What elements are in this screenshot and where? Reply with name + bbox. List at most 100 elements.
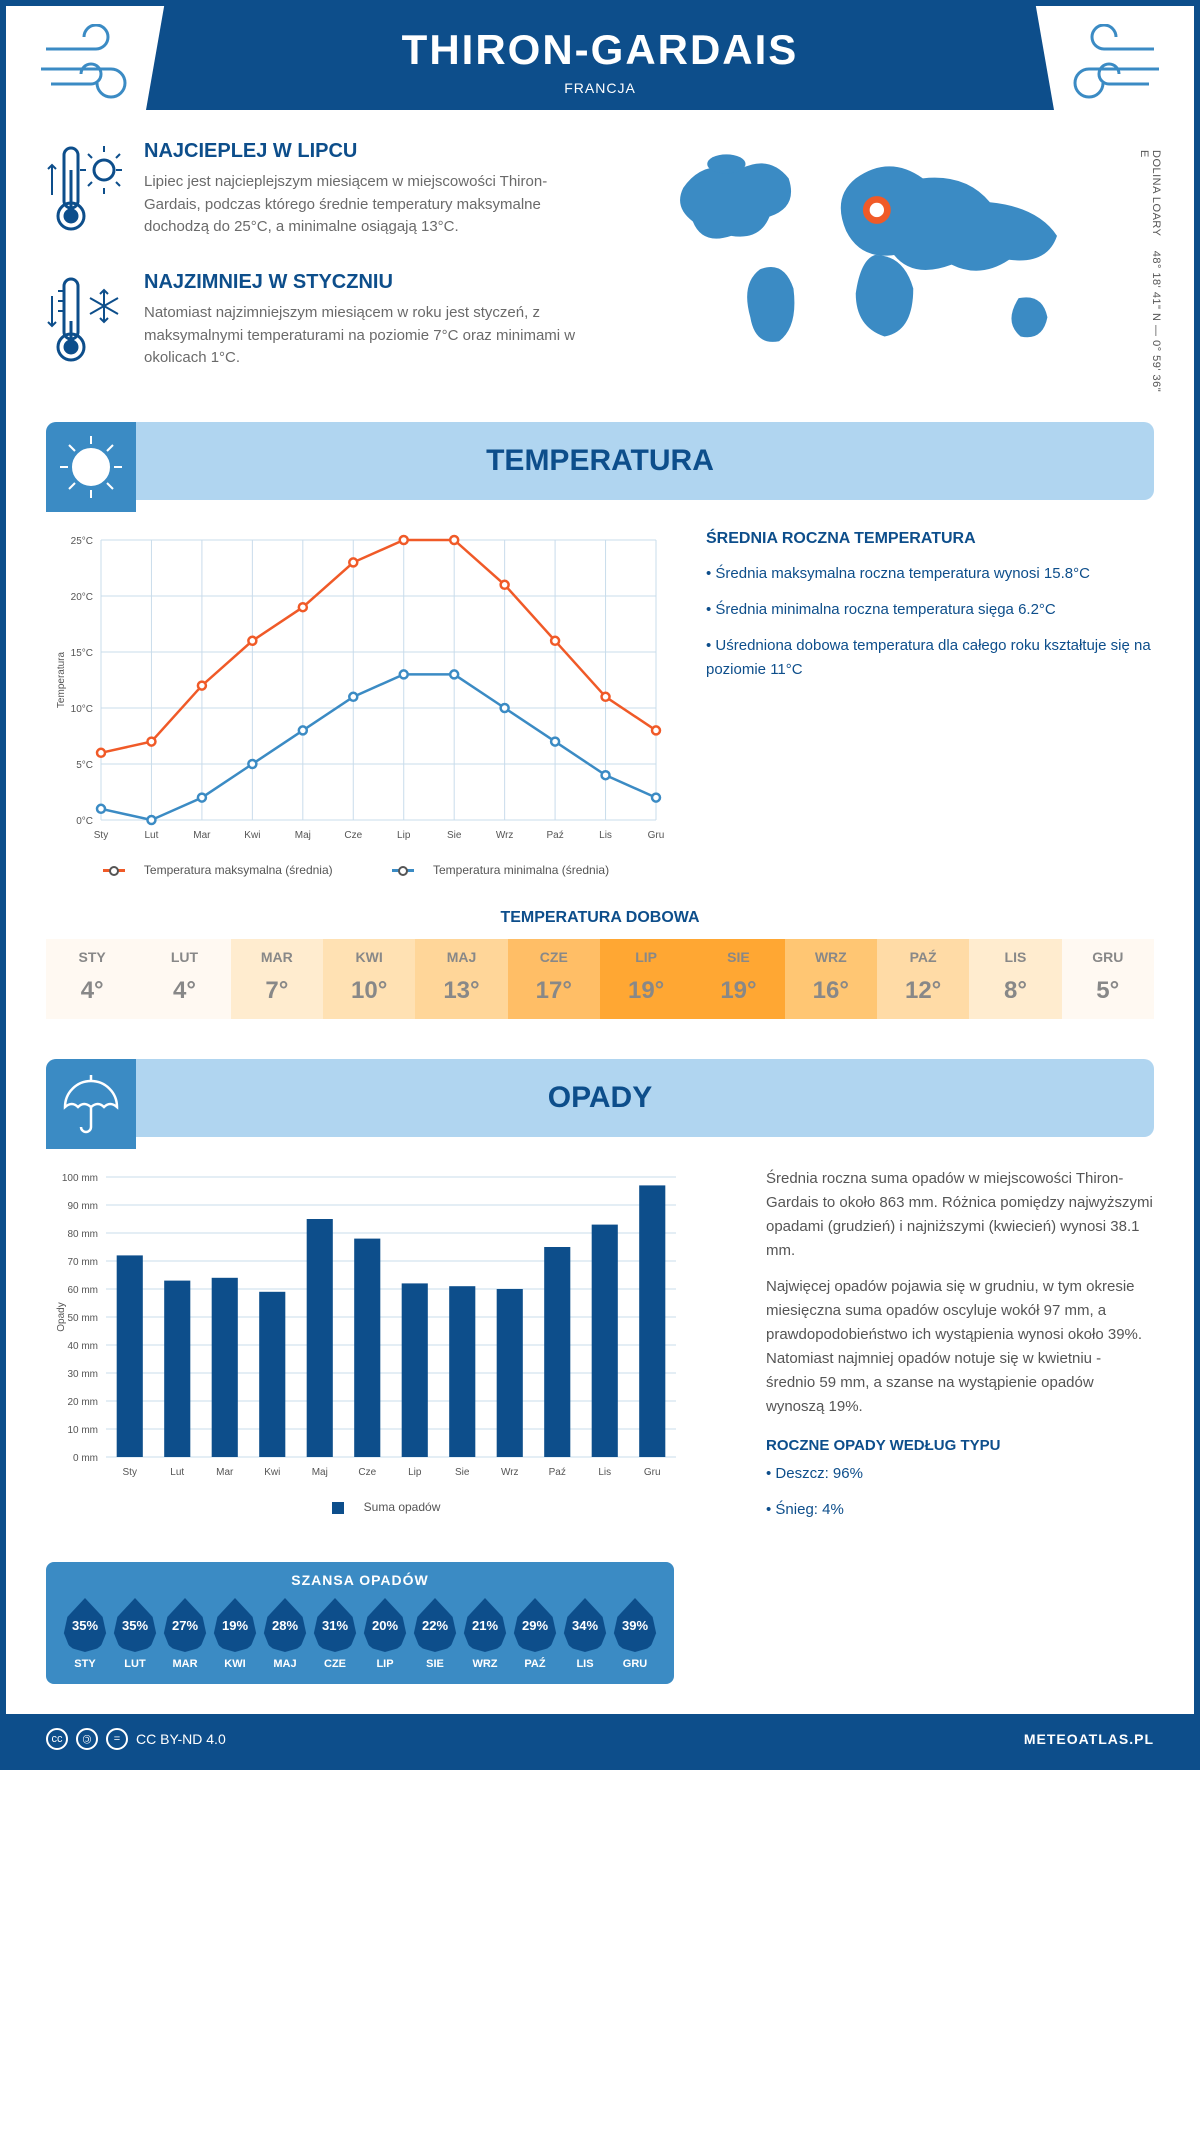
precip-type-box: ROCZNE OPADY WEDŁUG TYPU • Deszcz: 96% •… xyxy=(766,1437,1154,1522)
thermometer-sun-icon xyxy=(46,140,126,245)
svg-text:Mar: Mar xyxy=(193,830,211,841)
svg-text:20°C: 20°C xyxy=(71,592,93,603)
raindrop-icon: 27% xyxy=(163,1598,207,1652)
svg-text:80 mm: 80 mm xyxy=(67,1229,98,1240)
svg-text:Cze: Cze xyxy=(344,830,362,841)
rain-drop-item: 27%MAR xyxy=(160,1598,210,1670)
svg-text:Maj: Maj xyxy=(295,830,311,841)
rain-drop-item: 21%WRZ xyxy=(460,1598,510,1670)
rain-drop-item: 34%LIS xyxy=(560,1598,610,1670)
by-icon: 🄯 xyxy=(76,1728,98,1750)
rain-drop-item: 22%SIE xyxy=(410,1598,460,1670)
rain-chance-drops: 35%STY35%LUT27%MAR19%KWI28%MAJ31%CZE20%L… xyxy=(60,1598,660,1670)
hot-title: NAJCIEPLEJ W LIPCU xyxy=(144,140,585,163)
svg-text:90 mm: 90 mm xyxy=(67,1201,98,1212)
rain-drop-item: 31%CZE xyxy=(310,1598,360,1670)
daily-cell: LUT4° xyxy=(138,939,230,1019)
precip-type-title: ROCZNE OPADY WEDŁUG TYPU xyxy=(766,1437,1154,1454)
location-country: FRANCJA xyxy=(146,80,1054,96)
svg-text:Lut: Lut xyxy=(170,1467,184,1478)
map-column: DOLINA LOARY 48° 18' 41" N — 0° 59' 36" … xyxy=(615,140,1154,402)
infographic-page: THIRON-GARDAIS FRANCJA NAJCIEPLEJ W LIPC… xyxy=(0,0,1200,1770)
daily-temp-grid: STY4°LUT4°MAR7°KWI10°MAJ13°CZE17°LIP19°S… xyxy=(46,939,1154,1019)
svg-text:Temperatura: Temperatura xyxy=(56,651,67,708)
daily-temp-title: TEMPERATURA DOBOWA xyxy=(6,909,1194,927)
location-title: THIRON-GARDAIS xyxy=(146,26,1054,74)
svg-text:50 mm: 50 mm xyxy=(67,1313,98,1324)
precipitation-row: 0 mm10 mm20 mm30 mm40 mm50 mm60 mm70 mm8… xyxy=(6,1137,1194,1544)
daily-cell: LIP19° xyxy=(600,939,692,1019)
svg-text:Sie: Sie xyxy=(447,830,462,841)
sun-icon xyxy=(46,422,136,512)
umbrella-icon xyxy=(46,1059,136,1149)
svg-text:0 mm: 0 mm xyxy=(73,1453,98,1464)
precipitation-chart: 0 mm10 mm20 mm30 mm40 mm50 mm60 mm70 mm8… xyxy=(46,1167,726,1514)
rain-drop-item: 19%KWI xyxy=(210,1598,260,1670)
daily-cell: CZE17° xyxy=(508,939,600,1019)
temp-bullet: • Uśredniona dobowa temperatura dla całe… xyxy=(706,634,1154,682)
raindrop-icon: 29% xyxy=(513,1598,557,1652)
site-credit: METEOATLAS.PL xyxy=(1024,1731,1154,1747)
svg-text:Wrz: Wrz xyxy=(501,1467,519,1478)
svg-text:Sty: Sty xyxy=(94,830,108,841)
rain-drop-item: 29%PAŹ xyxy=(510,1598,560,1670)
raindrop-icon: 19% xyxy=(213,1598,257,1652)
svg-text:60 mm: 60 mm xyxy=(67,1285,98,1296)
temperature-banner: TEMPERATURA xyxy=(46,422,1154,500)
wind-icon xyxy=(1054,24,1164,109)
raindrop-icon: 28% xyxy=(263,1598,307,1652)
svg-text:Maj: Maj xyxy=(312,1467,328,1478)
intro-section: NAJCIEPLEJ W LIPCU Lipiec jest najcieple… xyxy=(6,110,1194,422)
header-banner: THIRON-GARDAIS FRANCJA xyxy=(146,6,1054,110)
svg-text:10 mm: 10 mm xyxy=(67,1425,98,1436)
svg-text:Opady: Opady xyxy=(56,1302,67,1331)
temperature-title: TEMPERATURA xyxy=(486,444,714,477)
precip-type-snow: • Śnieg: 4% xyxy=(766,1498,1154,1522)
precipitation-banner: OPADY xyxy=(46,1059,1154,1137)
precip-paragraph: Średnia roczna suma opadów w miejscowośc… xyxy=(766,1167,1154,1263)
temp-bullet: • Średnia minimalna roczna temperatura s… xyxy=(706,598,1154,622)
svg-text:Paź: Paź xyxy=(549,1467,566,1478)
precipitation-summary: Średnia roczna suma opadów w miejscowośc… xyxy=(766,1167,1154,1534)
rain-chance-title: SZANSA OPADÓW xyxy=(60,1572,660,1588)
daily-cell: GRU5° xyxy=(1062,939,1154,1019)
hot-fact-text: NAJCIEPLEJ W LIPCU Lipiec jest najcieple… xyxy=(144,140,585,245)
svg-text:Lis: Lis xyxy=(598,1467,611,1478)
hot-body: Lipiec jest najcieplejszym miesiącem w m… xyxy=(144,171,585,239)
daily-cell: WRZ16° xyxy=(785,939,877,1019)
svg-text:Mar: Mar xyxy=(216,1467,234,1478)
daily-cell: MAR7° xyxy=(231,939,323,1019)
raindrop-icon: 20% xyxy=(363,1598,407,1652)
footer: cc 🄯 = CC BY-ND 4.0 METEOATLAS.PL xyxy=(6,1714,1194,1764)
svg-text:15°C: 15°C xyxy=(71,648,93,659)
temperature-chart: 0°C5°C10°C15°C20°C25°CStyLutMarKwiMajCze… xyxy=(46,530,666,877)
svg-text:Lip: Lip xyxy=(397,830,411,841)
rain-chance-panel: SZANSA OPADÓW 35%STY35%LUT27%MAR19%KWI28… xyxy=(46,1562,674,1684)
daily-cell: SIE19° xyxy=(692,939,784,1019)
raindrop-icon: 35% xyxy=(63,1598,107,1652)
daily-cell: PAŹ12° xyxy=(877,939,969,1019)
precipitation-title: OPADY xyxy=(548,1081,652,1114)
precip-paragraph: Najwięcej opadów pojawia się w grudniu, … xyxy=(766,1275,1154,1419)
svg-text:Cze: Cze xyxy=(358,1467,376,1478)
svg-text:Lut: Lut xyxy=(145,830,159,841)
svg-text:30 mm: 30 mm xyxy=(67,1369,98,1380)
daily-cell: LIS8° xyxy=(969,939,1061,1019)
license-text: CC BY-ND 4.0 xyxy=(136,1731,226,1747)
svg-text:0°C: 0°C xyxy=(76,816,93,827)
svg-text:Sty: Sty xyxy=(123,1467,137,1478)
wind-icon xyxy=(36,24,146,109)
svg-text:25°C: 25°C xyxy=(71,536,93,547)
raindrop-icon: 39% xyxy=(613,1598,657,1652)
nd-icon: = xyxy=(106,1728,128,1750)
svg-text:Gru: Gru xyxy=(648,830,665,841)
svg-text:Kwi: Kwi xyxy=(244,830,260,841)
raindrop-icon: 21% xyxy=(463,1598,507,1652)
rain-drop-item: 39%GRU xyxy=(610,1598,660,1670)
temperature-summary: ŚREDNIA ROCZNA TEMPERATURA • Średnia mak… xyxy=(706,530,1154,877)
raindrop-icon: 35% xyxy=(113,1598,157,1652)
location-marker-icon xyxy=(866,199,887,220)
cold-fact-text: NAJZIMNIEJ W STYCZNIU Natomiast najzimni… xyxy=(144,271,585,376)
license-block: cc 🄯 = CC BY-ND 4.0 xyxy=(46,1728,226,1750)
cc-icon: cc xyxy=(46,1728,68,1750)
